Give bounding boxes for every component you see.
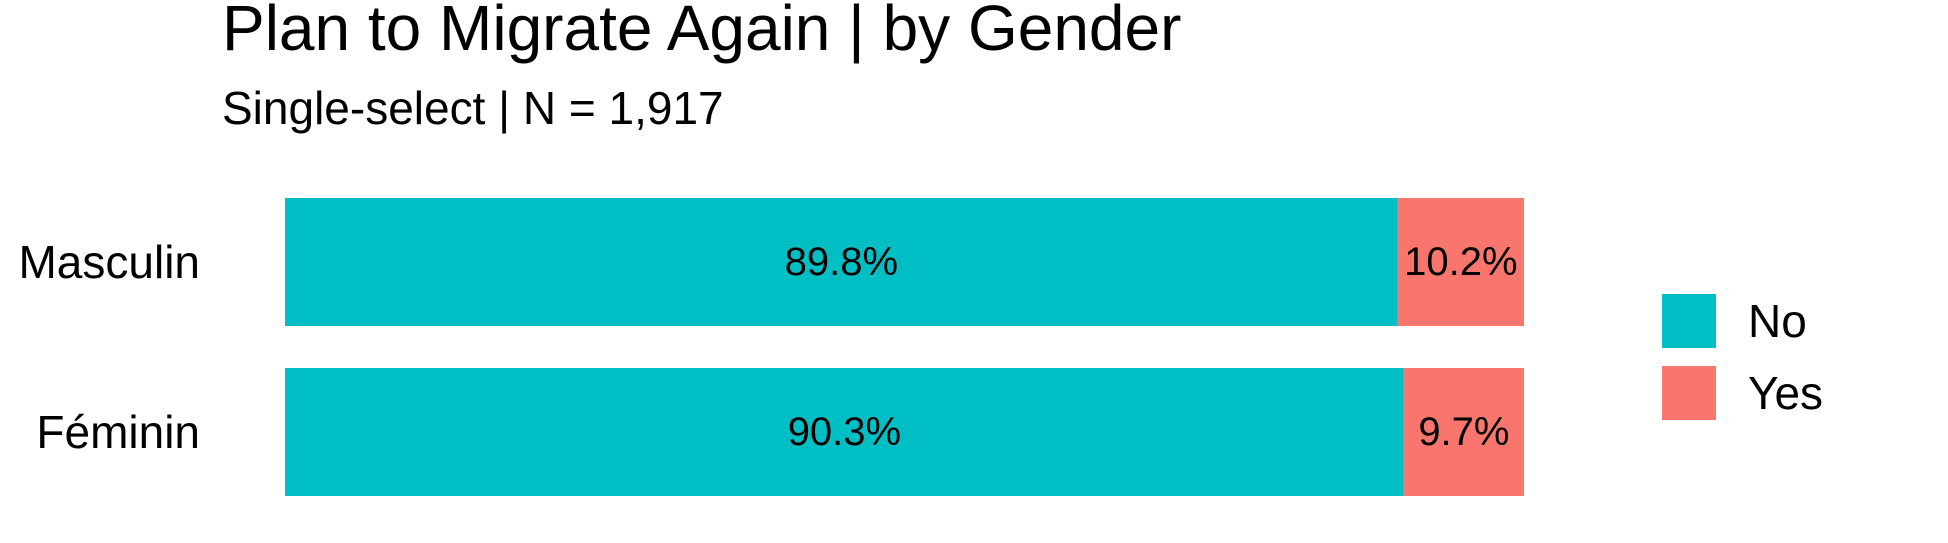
bar-feminin-no: [285, 368, 1404, 496]
category-label-masculin: Masculin: [18, 236, 200, 288]
bar-masculin-no: [285, 198, 1398, 326]
category-label-feminin: Féminin: [36, 406, 200, 458]
legend-key-yes: [1662, 366, 1716, 420]
bar-label-feminin-yes: 9.7%: [1418, 410, 1509, 454]
chart-subtitle: Single-select | N = 1,917: [222, 82, 724, 134]
bar-label-masculin-yes: 10.2%: [1404, 240, 1517, 284]
bar-feminin-yes: [1403, 368, 1524, 496]
bar-label-masculin-no: 89.8%: [785, 240, 898, 284]
bar-masculin-yes: [1397, 198, 1524, 326]
legend-label-no: No: [1748, 295, 1807, 347]
legend-key-no: [1662, 294, 1716, 348]
bar-label-feminin-no: 90.3%: [788, 410, 901, 454]
legend-label-yes: Yes: [1748, 367, 1823, 419]
chart-title: Plan to Migrate Again | by Gender: [222, 0, 1182, 64]
